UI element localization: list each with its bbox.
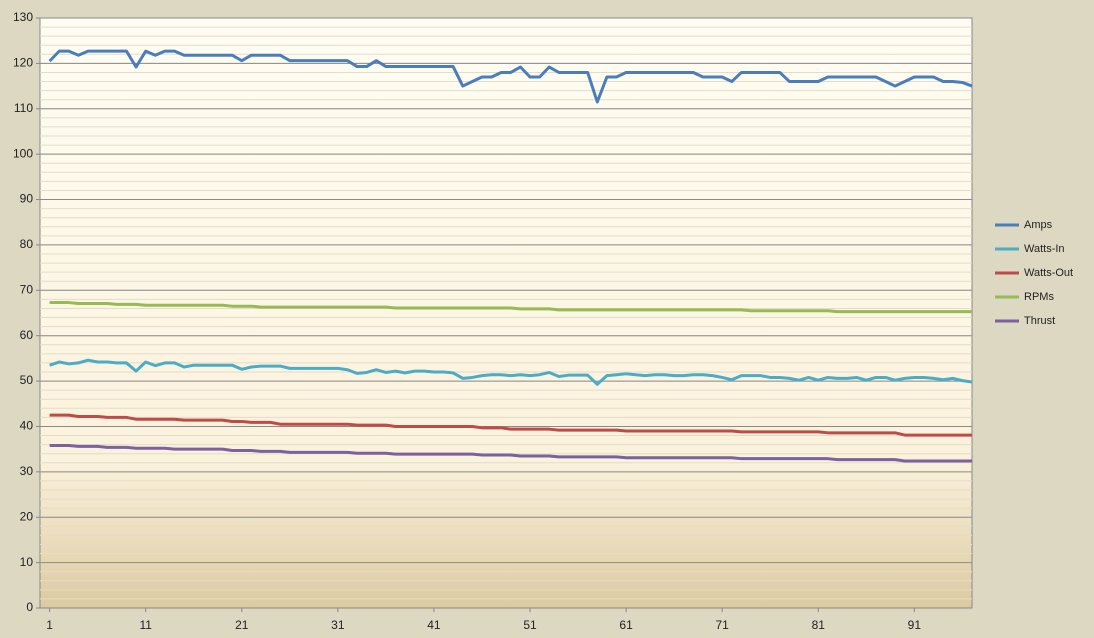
series-line bbox=[49, 444, 972, 463]
x-tick-label: 91 bbox=[908, 618, 922, 632]
y-tick-label: 0 bbox=[26, 600, 33, 614]
x-tick-label: 41 bbox=[427, 618, 441, 632]
series-line bbox=[49, 413, 972, 437]
series-line bbox=[49, 358, 973, 386]
y-tick-label: 90 bbox=[20, 192, 34, 206]
legend-label: Watts-Out bbox=[1024, 267, 1073, 279]
y-tick-label: 40 bbox=[20, 419, 34, 433]
plot-area bbox=[39, 17, 973, 609]
legend-label: Thrust bbox=[1024, 315, 1055, 327]
y-tick-label: 20 bbox=[20, 509, 34, 523]
y-tick-label: 100 bbox=[13, 146, 33, 160]
x-tick-label: 81 bbox=[812, 618, 826, 632]
y-tick-label: 30 bbox=[20, 464, 34, 478]
series-line bbox=[49, 301, 972, 314]
x-tick-label: 51 bbox=[523, 618, 537, 632]
x-tick-label: 71 bbox=[716, 618, 730, 632]
legend: Amps Watts-In Watts-Out RPMs Thrust bbox=[995, 219, 1073, 327]
x-tick-label: 1 bbox=[46, 618, 53, 632]
y-tick-label: 60 bbox=[20, 328, 34, 342]
legend-label: Amps bbox=[1024, 219, 1053, 231]
legend-label: Watts-In bbox=[1024, 243, 1065, 255]
y-tick-label: 50 bbox=[20, 373, 34, 387]
y-tick-label: 110 bbox=[14, 101, 33, 115]
y-tick-label: 80 bbox=[20, 237, 34, 251]
y-tick-label: 130 bbox=[13, 10, 33, 24]
x-tick-label: 61 bbox=[619, 618, 633, 632]
series-line bbox=[48, 49, 973, 104]
y-tick-label: 120 bbox=[13, 56, 33, 70]
y-tick-label: 70 bbox=[20, 282, 34, 296]
legend-label: RPMs bbox=[1024, 291, 1054, 303]
y-tick-label: 10 bbox=[20, 555, 34, 569]
x-tick-label: 11 bbox=[139, 618, 152, 632]
x-tick-label: 31 bbox=[331, 618, 345, 632]
x-tick-label: 21 bbox=[235, 618, 249, 632]
